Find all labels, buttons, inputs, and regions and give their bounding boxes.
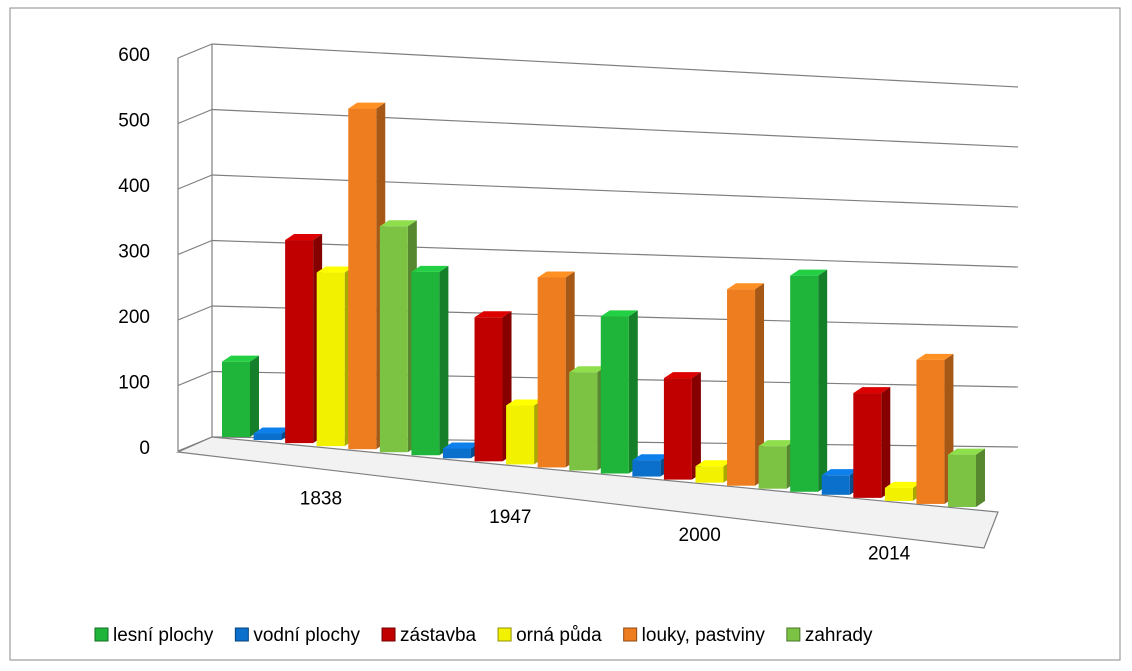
grid-line (211, 108, 1019, 148)
bar-top (348, 102, 386, 109)
floor (175, 436, 999, 549)
bar-top (316, 266, 354, 273)
legend-swatch (623, 627, 638, 642)
bar (474, 317, 503, 462)
grid-line (211, 239, 1019, 268)
bar-side (691, 372, 701, 480)
legend-label: vodní plochy (253, 625, 360, 646)
bar (600, 316, 629, 474)
y-tick-label: 400 (118, 176, 150, 197)
bar-top (222, 355, 259, 362)
y-axis-tick (177, 370, 213, 387)
x-tick-label: 1947 (489, 507, 531, 528)
legend-swatch (94, 627, 109, 642)
legend-label: louky, pastviny (642, 625, 766, 646)
bar-top (632, 454, 670, 461)
bar-top (600, 310, 638, 317)
legend-label: zahrady (805, 625, 873, 646)
y-axis-tick (177, 174, 213, 190)
bar-side (881, 387, 891, 498)
y-axis-tick (177, 43, 213, 59)
bar-side (818, 269, 828, 492)
y-tick-label: 200 (118, 307, 150, 328)
bar-side (250, 355, 259, 437)
bar-top (506, 399, 544, 406)
bar-top (253, 427, 291, 434)
bar (285, 240, 314, 444)
bar (821, 475, 850, 495)
legend-label: lesní plochy (113, 625, 214, 646)
bar-top (663, 372, 701, 379)
bar (884, 487, 913, 501)
bar-side (976, 448, 985, 507)
x-tick-label: 2000 (679, 525, 721, 546)
bar (727, 289, 756, 486)
x-tick-label: 1838 (300, 489, 342, 510)
bar-side (439, 265, 449, 456)
y-tick-label: 100 (118, 373, 150, 394)
bar (411, 271, 440, 456)
bar-side (628, 310, 638, 474)
bar (695, 466, 724, 483)
y-axis-tick (177, 108, 213, 125)
bar (442, 448, 471, 459)
bar-top (695, 460, 733, 467)
legend: lesní plochy vodní plochy zástavba orná půd… (94, 625, 873, 646)
legend-swatch (234, 627, 249, 642)
bar-top (916, 353, 954, 360)
bar (316, 272, 345, 447)
bar-top (285, 234, 323, 241)
bar-top (537, 271, 575, 278)
y-tick-label: 300 (118, 242, 150, 263)
bar (379, 226, 408, 453)
bar-top (569, 366, 607, 373)
y-axis-tick (177, 305, 213, 321)
bar-top (474, 311, 512, 318)
bar-top (727, 283, 765, 290)
legend-label: zástavba (400, 625, 476, 646)
y-tick-label: 0 (139, 438, 150, 459)
bar (853, 393, 882, 498)
y-tick-label: 600 (118, 45, 150, 66)
bar (506, 405, 535, 465)
bar-side (755, 283, 765, 486)
bar (632, 460, 661, 477)
bar (758, 446, 787, 489)
bar (569, 372, 598, 471)
bar-top (442, 442, 480, 449)
grid-line (211, 174, 1019, 208)
legend-swatch (381, 627, 396, 642)
grid-line (211, 43, 1019, 88)
bar-top (821, 469, 859, 476)
bar-top (411, 265, 449, 272)
y-tick-label: 500 (118, 111, 150, 132)
legend-label: orná půda (516, 625, 602, 646)
bar (537, 277, 566, 468)
y-axis-tick (177, 239, 213, 256)
legend-swatch (786, 627, 801, 642)
bar (916, 359, 945, 504)
x-tick-label: 2014 (868, 543, 911, 564)
bar (348, 108, 377, 450)
bar-top (758, 440, 796, 447)
bar-top (379, 220, 417, 227)
bar (948, 454, 976, 507)
bar (663, 378, 692, 480)
bar (222, 361, 250, 437)
bar-top (948, 448, 985, 455)
bar (790, 275, 819, 492)
bar-top (884, 481, 922, 488)
bar (253, 433, 282, 441)
bar-top (790, 269, 828, 276)
bar-top (853, 387, 891, 394)
legend-swatch (497, 627, 512, 642)
